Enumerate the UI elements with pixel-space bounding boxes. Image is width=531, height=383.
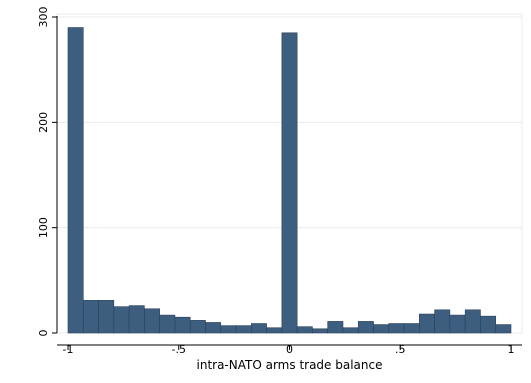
bar [296,326,313,334]
bar [480,315,497,334]
bar [464,309,481,334]
x-axis-title: intra-NATO arms trade balance [197,358,383,372]
bar [449,314,466,334]
bar [357,321,374,334]
bar [434,309,451,334]
bar [82,300,99,334]
bar [98,300,115,334]
bar [144,308,160,334]
y-tick-label: 300 [37,7,50,28]
x-tick-label: -.5 [172,343,186,356]
bar [281,32,298,334]
bar [189,320,206,334]
bar [205,322,222,334]
bar [251,323,267,334]
bar [235,325,252,334]
axes: 0 100 200 300 -1 -.5 0 .5 1 [37,7,522,356]
bar [174,316,191,334]
bar [113,306,130,334]
bar [419,313,435,334]
bar [373,324,390,334]
bar [67,27,84,334]
bars [67,27,512,334]
bar [159,314,176,334]
x-tick-label: 1 [508,343,515,356]
bar [403,323,420,334]
bar [388,323,405,334]
y-tick-label: 100 [37,217,50,238]
x-tick-label: 0 [286,343,293,356]
bar [342,327,359,334]
y-tick-label: 0 [37,330,50,337]
x-tick-label: -1 [63,343,74,356]
bar [327,321,344,334]
bar [128,305,145,334]
bar [495,324,512,334]
y-tick-label: 200 [37,112,50,133]
bar [312,328,328,334]
bar [266,327,283,334]
x-tick-label: .5 [395,343,406,356]
bar [220,325,237,334]
